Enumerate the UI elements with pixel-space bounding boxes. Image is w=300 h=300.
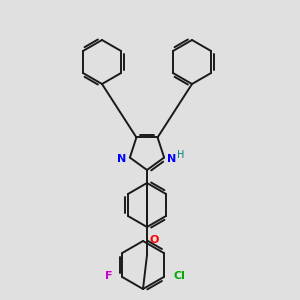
Text: H: H [177,150,185,160]
Text: O: O [149,235,159,245]
Text: Cl: Cl [174,271,186,281]
Text: N: N [167,154,177,164]
Text: N: N [117,154,127,164]
Text: F: F [106,271,113,281]
